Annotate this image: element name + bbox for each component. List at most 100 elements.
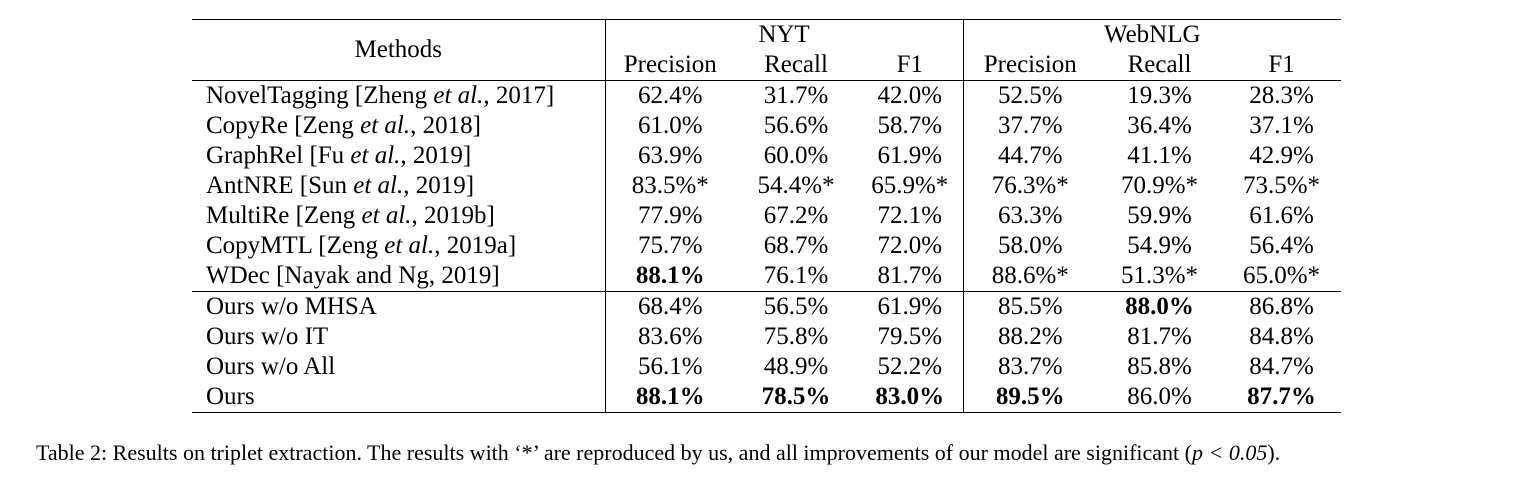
methods-header: Methods (192, 19, 605, 81)
method-label: WDec [Nayak and Ng, 2019] (206, 262, 500, 289)
value-cell: 83.0% (857, 382, 964, 413)
value-cell: 52.2% (877, 353, 943, 380)
results-table: Methods NYT WebNLG Precision Recall F1 P… (192, 19, 1342, 413)
value-cell: 31.7% (763, 82, 829, 109)
method-label: Ours w/o All (206, 353, 336, 380)
value-cell: 81.7% (877, 262, 943, 289)
table-row: Ours 88.1% 78.5% 83.0% 89.5% 86.0% 87.7% (192, 382, 1342, 413)
table-row: Ours w/o MHSA 68.4% 56.5% 61.9% 85.5% 88.0% 86… (192, 291, 1342, 322)
method-etal: et al. (360, 112, 411, 139)
method-name: Ours w/o IT (192, 322, 605, 352)
value-cell: 61.9% (877, 142, 943, 169)
metric-header-webnlg-precision: Precision (962, 50, 1098, 81)
value-cell: 75.7% (604, 231, 735, 261)
method-etal: et al. (353, 172, 404, 199)
ours-rows: Ours w/o MHSA 68.4% 56.5% 61.9% 85.5% 88.0% 86… (192, 291, 1342, 413)
value-cell: 58.7% (877, 112, 943, 139)
method-label: AntNRE [Sun (206, 172, 354, 199)
metric-header-webnlg-recall: Recall (1097, 50, 1223, 81)
method-etal: et al. (384, 232, 435, 259)
value-cell: 73.5%* (1242, 172, 1321, 199)
value-cell: 61.6% (1249, 202, 1314, 229)
value-cell: 75.8% (763, 323, 829, 350)
value-cell: 67.2% (763, 202, 829, 229)
value-cell: 60.0% (763, 142, 829, 169)
table-row: GraphRel [Fu et al., 2019] 63.9% 60.0% 61.9… (192, 141, 1341, 171)
value-cell: 83.6% (604, 322, 735, 352)
method-name: Ours w/o All (192, 352, 605, 382)
value-cell: 19.3% (1127, 82, 1192, 109)
method-citation-year: , 2017] (483, 82, 555, 109)
method-name: GraphRel [Fu et al., 2019] (192, 141, 605, 171)
value-cell: 77.9% (604, 201, 735, 231)
value-cell: 86.0% (1097, 382, 1223, 413)
method-label: NovelTagging [Zheng (206, 82, 434, 109)
table-row: Ours w/o IT 83.6% 75.8% 79.5% 88.2% 81.7% 84.8… (192, 322, 1341, 352)
value-cell: 61.9% (857, 291, 964, 322)
value-cell: 85.5% (962, 291, 1098, 322)
method-citation-year: , 2018] (410, 112, 481, 139)
method-label: Ours w/o IT (206, 323, 329, 350)
value-cell: 81.7% (1127, 323, 1192, 350)
value-cell: 56.1% (604, 352, 735, 382)
value-cell: 79.5% (877, 323, 943, 350)
value-cell: 42.0% (877, 82, 943, 109)
value-cell: 76.1% (763, 262, 829, 289)
caption-text-after: ). (1267, 440, 1281, 465)
value-cell: 44.7% (962, 141, 1098, 171)
value-cell: 65.0%* (1242, 262, 1321, 289)
value-cell: 68.4% (604, 291, 735, 322)
value-cell: 88.0% (1097, 291, 1223, 322)
value-cell: 54.4%* (757, 172, 835, 199)
metric-header-nyt-f1: F1 (857, 50, 964, 81)
value-cell: 28.3% (1249, 82, 1314, 109)
group-header-nyt: NYT (604, 19, 964, 50)
method-name: AntNRE [Sun et al., 2019] (192, 171, 605, 201)
method-name: Ours w/o MHSA (192, 291, 605, 322)
table-row: Ours w/o All 56.1% 48.9% 52.2% 83.7% 85.8% 84.… (192, 352, 1341, 382)
value-cell: 88.6%* (962, 261, 1098, 292)
method-name: MultiRe [Zeng et al., 2019b] (192, 201, 605, 231)
value-cell: 86.8% (1222, 291, 1342, 322)
value-cell: 70.9%* (1120, 172, 1199, 199)
method-label: Ours (206, 383, 255, 410)
baseline-rows: NovelTagging [Zheng et al., 2017] 62.4% 31… (192, 80, 1341, 292)
value-cell: 62.4% (604, 80, 735, 111)
value-cell: 88.1% (604, 261, 735, 292)
table-row: AntNRE [Sun et al., 2019] 83.5%* 54.4%* 65.… (192, 171, 1341, 201)
value-cell: 88.1% (604, 382, 735, 413)
table-row: WDec [Nayak and Ng, 2019] 88.1% 76.1% 81.7%… (192, 261, 1341, 292)
method-label: GraphRel [Fu (206, 142, 351, 169)
value-cell: 52.5% (962, 80, 1098, 111)
table-row: CopyMTL [Zeng et al., 2019a] 75.7% 68.7% 72… (192, 231, 1341, 261)
value-cell: 59.9% (1127, 202, 1192, 229)
method-citation-year: , 2019] (403, 172, 475, 199)
value-cell: 61.0% (604, 111, 735, 141)
value-cell: 37.7% (962, 111, 1098, 141)
method-label: CopyRe [Zeng (206, 112, 361, 139)
value-cell: 72.0% (877, 232, 943, 259)
method-label: CopyMTL [Zeng (206, 232, 385, 259)
value-cell: 84.7% (1249, 353, 1314, 380)
value-cell: 65.9%* (871, 172, 949, 199)
value-cell: 56.5% (735, 291, 857, 322)
caption-text-before: Table 2: Results on triplet extraction. … (36, 440, 1192, 465)
value-cell: 89.5% (962, 382, 1098, 413)
method-label: Ours w/o MHSA (206, 293, 377, 320)
metric-header-nyt-precision: Precision (604, 50, 735, 81)
method-citation-year: , 2019a] (434, 232, 517, 259)
value-cell: 58.0% (962, 231, 1098, 261)
value-cell: 37.1% (1249, 112, 1314, 139)
method-citation-year: , 2019] (400, 142, 472, 169)
method-label: MultiRe [Zeng (206, 202, 362, 229)
method-etal: et al. (361, 202, 412, 229)
value-cell: 72.1% (877, 202, 943, 229)
value-cell: 78.5% (735, 382, 857, 413)
value-cell: 76.3%* (962, 171, 1098, 201)
method-name: CopyRe [Zeng et al., 2018] (192, 111, 605, 141)
metric-header-webnlg-f1: F1 (1222, 50, 1342, 81)
table-row: MultiRe [Zeng et al., 2019b] 77.9% 67.2% 72… (192, 201, 1341, 231)
value-cell: 85.8% (1127, 353, 1192, 380)
method-etal: et al. (433, 82, 484, 109)
table-row: CopyRe [Zeng et al., 2018] 61.0% 56.6% 58.7… (192, 111, 1341, 141)
